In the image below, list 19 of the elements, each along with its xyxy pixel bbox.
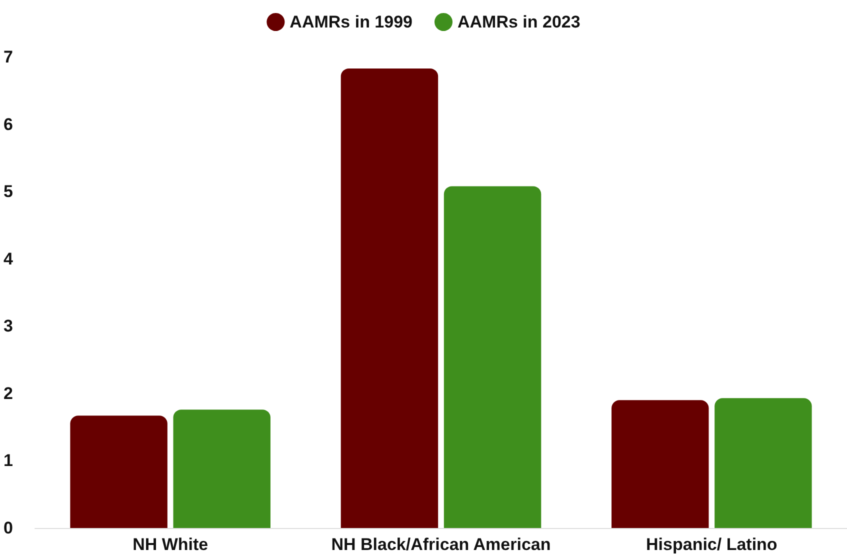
y-tick-label: 4 — [4, 249, 14, 268]
y-tick-label: 5 — [4, 182, 13, 202]
bar — [173, 410, 270, 528]
bar — [444, 186, 542, 528]
legend-label: AAMRs in 1999 — [290, 12, 413, 32]
y-tick-label: 6 — [4, 114, 13, 134]
x-tick-label: NH White — [132, 535, 208, 554]
x-tick-label: Hispanic/ Latino — [646, 535, 778, 554]
bar — [70, 416, 168, 528]
y-tick-label: 0 — [4, 518, 13, 538]
y-tick-label: 7 — [4, 48, 13, 66]
legend-label: AAMRs in 2023 — [458, 12, 580, 32]
x-tick-label: NH Black/African American — [331, 535, 551, 554]
y-tick-label: 1 — [4, 451, 13, 470]
y-tick-label: 2 — [4, 384, 13, 403]
bar — [340, 68, 438, 528]
bar — [612, 400, 709, 528]
bar — [714, 398, 812, 528]
y-tick-label: 3 — [4, 316, 13, 336]
